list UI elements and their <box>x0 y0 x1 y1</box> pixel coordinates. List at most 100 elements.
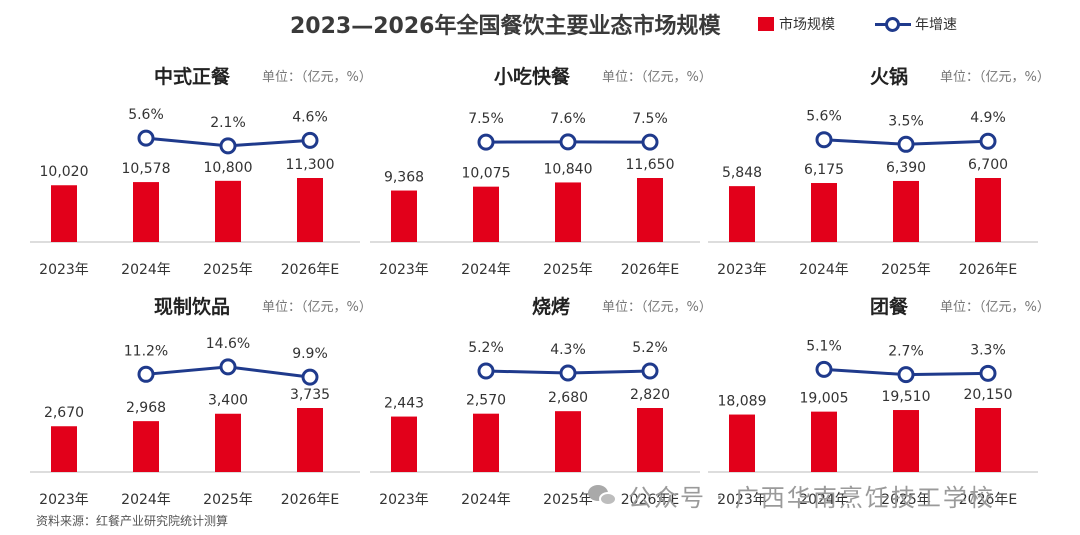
unit-label: 单位：（亿元，%） <box>262 300 372 315</box>
chart-svg: 18,089 2023年 19,005 2024年 19,510 2025年 20,150 2… <box>708 338 1038 508</box>
unit-label: 单位：（亿元，%） <box>940 70 1050 85</box>
x-tick-label-1: 2024年 <box>461 262 511 278</box>
x-tick-label-1: 2024年 <box>461 492 511 508</box>
panel-title: 中式正餐 <box>153 66 230 88</box>
unit-label: 单位：（亿元，%） <box>262 70 372 85</box>
bar-value-label-2: 2,680 <box>548 390 588 406</box>
bar-2 <box>893 410 919 472</box>
bar-value-label-1: 6,175 <box>804 162 844 178</box>
bar-0 <box>729 414 755 472</box>
bar-value-label-2: 10,800 <box>204 160 253 176</box>
panel-title: 火锅 <box>869 66 908 88</box>
growth-point-3 <box>641 362 659 380</box>
x-tick-label-3: 2026年E <box>281 262 339 278</box>
growth-point-3 <box>979 364 997 382</box>
bar-value-label-2: 19,510 <box>882 389 931 405</box>
panel-title: 团餐 <box>869 296 908 318</box>
bar-1 <box>133 421 159 472</box>
unit-label: 单位：（亿元，%） <box>602 70 712 85</box>
chart-svg: 2,670 2023年 2,968 2024年 3,400 2025年 3,735 2026年… <box>30 336 360 508</box>
panel-title: 烧烤 <box>531 296 570 318</box>
wechat-watermark: 公众号 · 广西华南烹饪技工学校 <box>588 478 995 513</box>
bar-value-label-3: 20,150 <box>964 387 1013 403</box>
bar-2 <box>555 411 581 472</box>
growth-label-2: 2.1% <box>210 115 246 131</box>
growth-point-3 <box>301 131 319 149</box>
bar-value-label-1: 2,570 <box>466 393 506 409</box>
x-tick-label-3: 2026年E <box>959 492 1017 508</box>
x-tick-label-0: 2023年 <box>717 262 767 278</box>
x-tick-label-2: 2025年 <box>543 492 593 508</box>
growth-point-3 <box>641 133 659 151</box>
growth-point-2 <box>897 135 915 153</box>
bar-value-label-1: 2,968 <box>126 400 166 416</box>
growth-point-1 <box>815 131 833 149</box>
growth-point-2 <box>897 366 915 384</box>
bar-value-label-1: 19,005 <box>800 391 849 407</box>
x-tick-label-0: 2023年 <box>379 262 429 278</box>
growth-label-1: 11.2% <box>124 343 168 359</box>
bar-0 <box>51 185 77 242</box>
legend-market-size-label: 市场规模 <box>779 17 835 33</box>
bar-2 <box>215 413 241 472</box>
bar-1 <box>133 182 159 242</box>
growth-label-3: 4.9% <box>970 110 1006 126</box>
bar-3 <box>975 178 1001 242</box>
legend-growth-rate-label: 年增速 <box>915 17 957 33</box>
growth-label-1: 5.2% <box>468 340 504 356</box>
x-tick-label-2: 2025年 <box>881 262 931 278</box>
chart-svg: 5,848 2023年 6,175 2024年 6,390 2025年 6,700 2026年… <box>708 109 1038 278</box>
x-tick-label-0: 2023年 <box>379 492 429 508</box>
bar-value-label-0: 9,368 <box>384 170 424 186</box>
growth-label-2: 2.7% <box>888 344 924 360</box>
page-title: 2023—2026年全国餐饮主要业态市场规模 <box>290 14 721 39</box>
bar-value-label-2: 10,840 <box>544 161 593 177</box>
growth-point-1 <box>477 362 495 380</box>
bar-3 <box>637 178 663 242</box>
growth-label-2: 14.6% <box>206 336 250 352</box>
wechat-icon <box>588 483 618 509</box>
chart-svg: 9,368 2023年 10,075 2024年 10,840 2025年 11,650 20… <box>370 111 700 278</box>
x-tick-label-1: 2024年 <box>799 492 849 508</box>
chart-svg: 10,020 2023年 10,578 2024年 10,800 2025年 11,300 2… <box>30 107 360 278</box>
bar-value-label-0: 5,848 <box>722 165 762 181</box>
x-tick-label-3: 2026年E <box>621 492 679 508</box>
panel-fresh-drinks: 现制饮品 单位：（亿元，%） 2,670 2023年 2,968 2024年 3,400… <box>30 292 390 524</box>
x-tick-label-1: 2024年 <box>799 262 849 278</box>
bar-value-label-3: 3,735 <box>290 387 330 403</box>
bar-value-label-0: 2,670 <box>44 405 84 421</box>
bar-0 <box>51 426 77 472</box>
bar-1 <box>473 186 499 242</box>
bar-2 <box>893 180 919 242</box>
panel-title: 现制饮品 <box>153 296 230 318</box>
bar-value-label-1: 10,578 <box>122 161 171 177</box>
panel-chinese-dinner: 中式正餐 单位：（亿元，%） 10,020 2023年 10,578 2024年 10,… <box>30 62 390 294</box>
x-tick-label-0: 2023年 <box>39 492 89 508</box>
watermark-text: 公众号 · 广西华南烹饪技工学校 <box>628 484 995 512</box>
bar-3 <box>297 408 323 472</box>
x-tick-label-2: 2025年 <box>881 492 931 508</box>
bar-value-label-2: 3,400 <box>208 393 248 409</box>
panel-group-meals: 团餐 单位：（亿元，%） 18,089 2023年 19,005 2024年 19,51… <box>708 292 1068 524</box>
unit-label: 单位：（亿元，%） <box>602 300 712 315</box>
bar-2 <box>215 180 241 242</box>
panel-snack-fast-food: 小吃快餐 单位：（亿元，%） 9,368 2023年 10,075 2024年 10,8… <box>370 62 730 294</box>
bar-0 <box>729 186 755 242</box>
line-marker-icon <box>875 16 911 32</box>
growth-point-1 <box>137 365 155 383</box>
bar-value-label-3: 11,300 <box>286 157 335 173</box>
growth-label-2: 4.3% <box>550 342 586 358</box>
growth-label-2: 3.5% <box>888 113 924 129</box>
bar-value-label-0: 10,020 <box>40 164 89 180</box>
growth-point-3 <box>979 132 997 150</box>
bar-3 <box>637 408 663 472</box>
growth-point-2 <box>219 137 237 155</box>
bar-2 <box>555 182 581 242</box>
bar-value-label-2: 6,390 <box>886 160 926 176</box>
growth-label-3: 9.9% <box>292 346 328 362</box>
bar-value-label-3: 11,650 <box>626 157 675 173</box>
panel-bbq: 烧烤 单位：（亿元，%） 2,443 2023年 2,570 2024年 2,680 20… <box>370 292 730 524</box>
bar-value-label-3: 2,820 <box>630 387 670 403</box>
bar-value-label-0: 2,443 <box>384 396 424 412</box>
bar-swatch-icon <box>758 17 774 31</box>
